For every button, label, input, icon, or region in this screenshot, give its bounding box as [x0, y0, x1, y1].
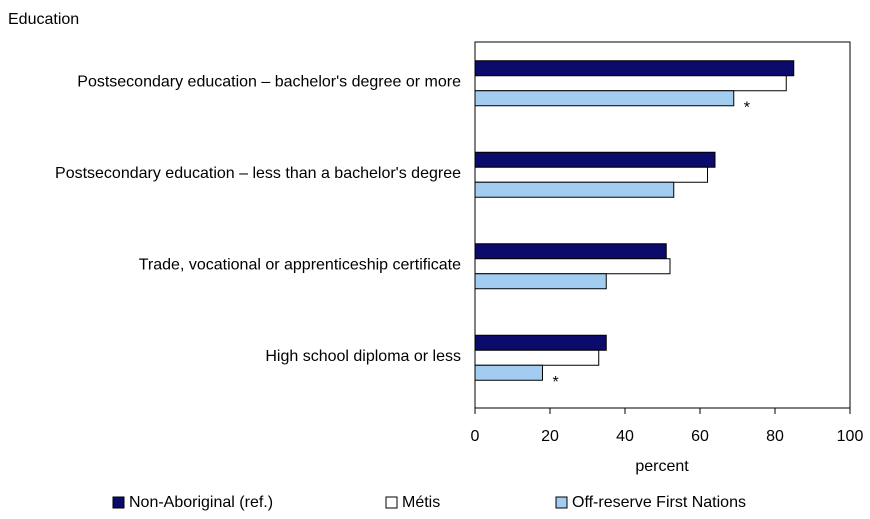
x-tick-label: 100	[837, 428, 864, 445]
bar	[474, 60, 795, 77]
axis-title: Education	[8, 11, 79, 28]
y-tick-label: High school diploma or less	[265, 348, 461, 365]
x-tick-label: 40	[616, 428, 634, 445]
y-tick-label: Postsecondary education – bachelor's deg…	[77, 73, 461, 90]
legend-label: Métis	[402, 494, 440, 511]
legend-label: Off-reserve First Nations	[572, 494, 746, 511]
x-tick-label: 80	[766, 428, 784, 445]
legend-swatch	[112, 496, 125, 509]
legend-label: Non-Aboriginal (ref.)	[129, 494, 273, 511]
significance-flag: *	[553, 374, 559, 391]
x-tick-label: 0	[471, 428, 480, 445]
bar	[474, 181, 675, 198]
bar	[474, 364, 543, 381]
y-tick-label: Postsecondary education – less than a ba…	[55, 165, 461, 182]
plot-frame	[474, 41, 851, 409]
bar	[474, 151, 716, 168]
x-axis-label: percent	[635, 458, 689, 475]
bar	[474, 166, 708, 183]
bar	[474, 334, 607, 351]
x-tick-label: 60	[691, 428, 709, 445]
y-tick-label: Trade, vocational or apprenticeship cert…	[139, 256, 461, 273]
bar	[474, 258, 671, 275]
bar	[474, 90, 735, 107]
significance-flag: *	[744, 99, 750, 116]
bar	[474, 273, 607, 290]
bar	[474, 75, 787, 92]
legend-swatch	[555, 496, 568, 509]
legend-swatch	[385, 496, 398, 509]
bar	[474, 349, 600, 366]
x-tick-label: 20	[541, 428, 559, 445]
bar	[474, 243, 667, 260]
